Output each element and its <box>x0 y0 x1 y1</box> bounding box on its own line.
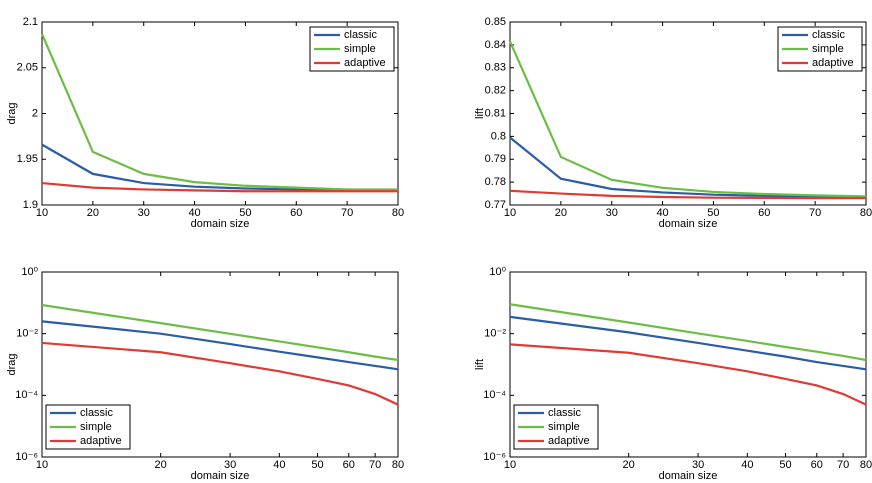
x-tick-label: 80 <box>392 459 404 471</box>
y-tick-label: 10⁻² <box>16 328 38 340</box>
subplot: 10 20 30 40 50 60 70 80 10⁻⁶ 10⁻⁴ 10⁻² 10⁰ domain si… <box>6 266 404 482</box>
y-tick-label: 10⁻² <box>484 328 506 340</box>
legend-label: classic <box>80 407 114 419</box>
y-tick-label: 0.83 <box>485 62 506 74</box>
subplot: 10 20 30 40 50 60 70 80 1.9 1.95 2 2.05 2.1 domain si… <box>6 16 404 230</box>
y-axis-label: lift <box>474 108 486 119</box>
y-tick-label: 0.77 <box>485 199 506 211</box>
series-line <box>509 315 867 371</box>
x-tick-label: 80 <box>860 459 872 471</box>
x-tick-label: 60 <box>811 459 823 471</box>
y-axis-label: drag <box>6 102 18 124</box>
y-tick-label: 10⁻⁴ <box>15 389 38 401</box>
x-tick-label: 70 <box>809 207 821 219</box>
legend-label: simple <box>344 43 376 55</box>
subplot: 10 20 30 40 50 60 70 80 10⁻⁶ 10⁻⁴ 10⁻² 10⁰ domain si… <box>474 266 872 482</box>
x-tick-label: 50 <box>707 207 719 219</box>
y-tick-label: 2.05 <box>17 62 38 74</box>
x-tick-label: 30 <box>138 207 150 219</box>
legend-label: adaptive <box>548 435 590 447</box>
x-tick-label: 20 <box>155 459 167 471</box>
legend-label: classic <box>548 407 582 419</box>
subplot: 10 20 30 40 50 60 70 80 0.77 0.78 0.79 0.8 0.81 0.82 0… <box>474 16 872 230</box>
legend-label: simple <box>80 421 112 433</box>
series-line <box>41 181 398 193</box>
x-tick-label: 80 <box>860 207 872 219</box>
x-tick-label: 10 <box>36 207 48 219</box>
legend-label: adaptive <box>80 435 122 447</box>
x-axis-label: domain size <box>659 470 718 482</box>
series-line <box>41 303 399 362</box>
y-tick-label: 0.82 <box>485 85 506 97</box>
x-tick-label: 80 <box>392 207 404 219</box>
series-line <box>41 320 399 371</box>
y-axis-label: lift <box>474 359 486 370</box>
x-tick-label: 50 <box>239 207 251 219</box>
x-tick-label: 30 <box>692 459 704 471</box>
y-tick-label: 10⁰ <box>489 266 506 278</box>
x-tick-label: 10 <box>36 459 48 471</box>
y-tick-label: 2.1 <box>23 16 38 28</box>
x-tick-label: 30 <box>224 459 236 471</box>
y-tick-label: 0.79 <box>485 153 506 165</box>
legend-label: classic <box>812 29 846 41</box>
x-tick-label: 70 <box>341 207 353 219</box>
x-tick-label: 10 <box>504 207 516 219</box>
x-tick-label: 20 <box>87 207 99 219</box>
x-tick-label: 50 <box>779 459 791 471</box>
x-tick-label: 70 <box>369 459 381 471</box>
x-tick-label: 10 <box>504 459 516 471</box>
y-tick-label: 1.95 <box>17 153 38 165</box>
legend-label: simple <box>812 43 844 55</box>
x-tick-label: 60 <box>290 207 302 219</box>
y-tick-label: 0.85 <box>485 16 506 28</box>
series-line <box>509 136 867 199</box>
x-tick-label: 60 <box>343 459 355 471</box>
y-tick-label: 10⁻⁶ <box>483 451 506 463</box>
series-line <box>509 189 866 200</box>
x-axis-label: domain size <box>191 218 250 230</box>
y-tick-label: 0.78 <box>485 176 506 188</box>
x-tick-label: 40 <box>188 207 200 219</box>
x-tick-label: 60 <box>758 207 770 219</box>
series-line <box>41 341 399 406</box>
y-tick-label: 0.81 <box>485 107 506 119</box>
y-tick-label: 10⁻⁴ <box>483 389 506 401</box>
x-tick-label: 30 <box>606 207 618 219</box>
legend-label: adaptive <box>344 57 386 69</box>
x-tick-label: 40 <box>273 459 285 471</box>
y-axis-label: drag <box>6 353 18 375</box>
x-axis-label: domain size <box>659 218 718 230</box>
series-line <box>508 41 867 198</box>
y-tick-label: 1.9 <box>23 199 38 211</box>
x-axis-label: domain size <box>191 470 250 482</box>
x-tick-label: 40 <box>656 207 668 219</box>
x-tick-label: 70 <box>837 459 849 471</box>
x-tick-label: 40 <box>741 459 753 471</box>
x-tick-label: 20 <box>623 459 635 471</box>
y-tick-label: 0.84 <box>485 39 506 51</box>
y-tick-label: 0.8 <box>491 130 506 142</box>
series-line <box>509 303 867 362</box>
y-tick-label: 10⁻⁶ <box>15 451 38 463</box>
series-line <box>40 33 398 191</box>
legend-label: adaptive <box>812 57 854 69</box>
legend-label: simple <box>548 421 580 433</box>
series-line <box>509 343 867 406</box>
y-tick-label: 2 <box>32 107 38 119</box>
x-tick-label: 50 <box>311 459 323 471</box>
y-tick-label: 10⁰ <box>21 266 38 278</box>
legend-label: classic <box>344 29 378 41</box>
x-tick-label: 20 <box>555 207 567 219</box>
